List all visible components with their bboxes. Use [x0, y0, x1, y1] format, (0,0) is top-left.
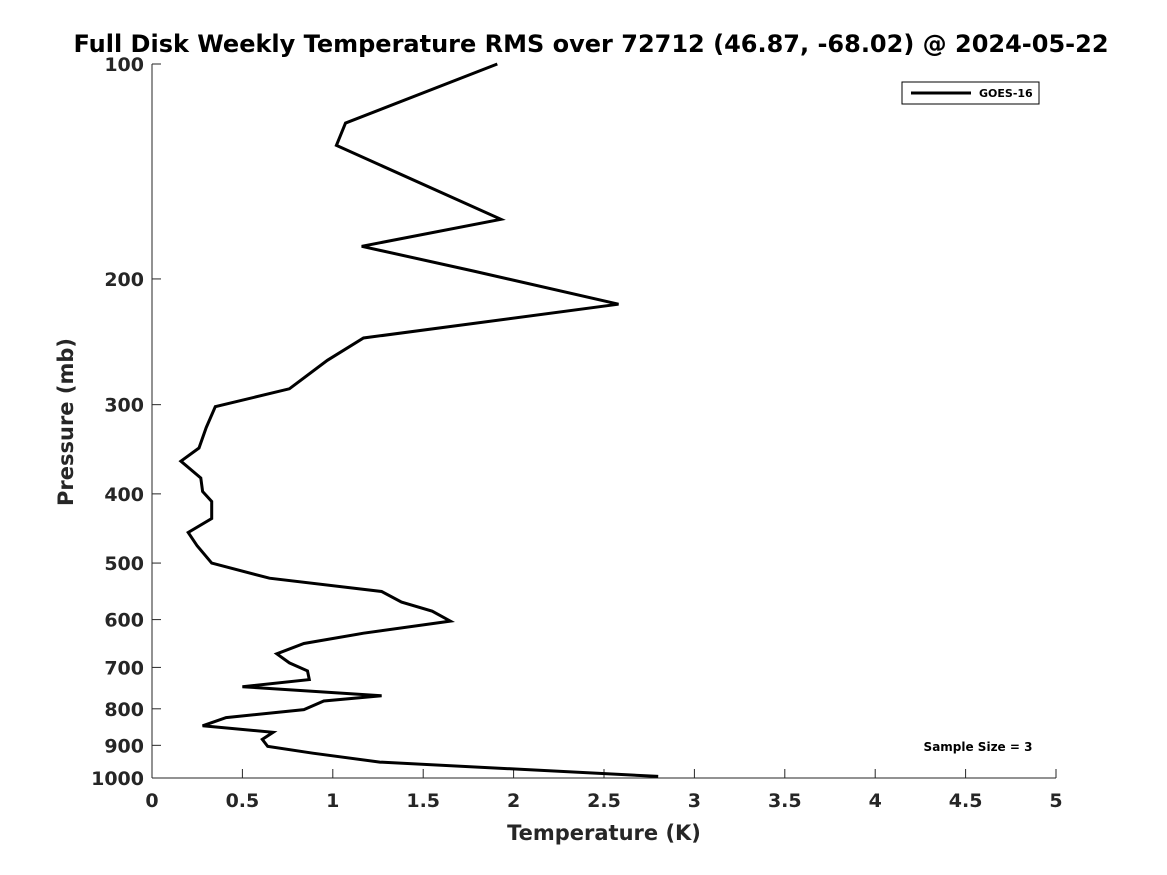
x-tick-label: 2.5 — [587, 790, 621, 812]
x-tick-label: 1.5 — [406, 790, 440, 812]
x-tick-label: 0 — [145, 790, 158, 812]
y-axis-label: Pressure (mb) — [54, 338, 78, 506]
y-tick-label: 700 — [104, 657, 144, 679]
y-ticks: 100 200 300 400 500 600 700 800 900 1000 — [91, 54, 161, 790]
x-tick-label: 1 — [326, 790, 339, 812]
sample-size-annotation: Sample Size = 3 — [924, 740, 1033, 754]
y-tick-label: 800 — [104, 699, 144, 721]
y-tick-label: 1000 — [91, 768, 144, 790]
plot-area: 0 0.5 1 1.5 2 2.5 3 3.5 4 4.5 5 100 200 300 400 500 600… — [91, 54, 1063, 812]
x-axis-label: Temperature (K) — [507, 821, 701, 845]
y-tick-label: 200 — [104, 269, 144, 291]
y-tick-label: 500 — [104, 553, 144, 575]
y-tick-label: 300 — [104, 395, 144, 417]
x-tick-label: 2 — [507, 790, 520, 812]
x-tick-label: 3.5 — [768, 790, 802, 812]
x-tick-label: 4 — [869, 790, 882, 812]
x-tick-label: 4.5 — [949, 790, 983, 812]
x-ticks: 0 0.5 1 1.5 2 2.5 3 3.5 4 4.5 5 — [145, 769, 1063, 812]
x-tick-label: 0.5 — [226, 790, 260, 812]
y-tick-label: 900 — [104, 735, 144, 757]
legend: GOES-16 — [901, 81, 1040, 105]
legend-label-goes16: GOES-16 — [979, 87, 1033, 100]
y-tick-label: 400 — [104, 484, 144, 506]
y-tick-label: 600 — [104, 610, 144, 632]
series-line-goes16 — [178, 62, 659, 778]
x-tick-label: 5 — [1049, 790, 1062, 812]
x-tick-label: 3 — [688, 790, 701, 812]
chart-title: Full Disk Weekly Temperature RMS over 72… — [73, 30, 1108, 58]
y-tick-label: 100 — [104, 54, 144, 76]
